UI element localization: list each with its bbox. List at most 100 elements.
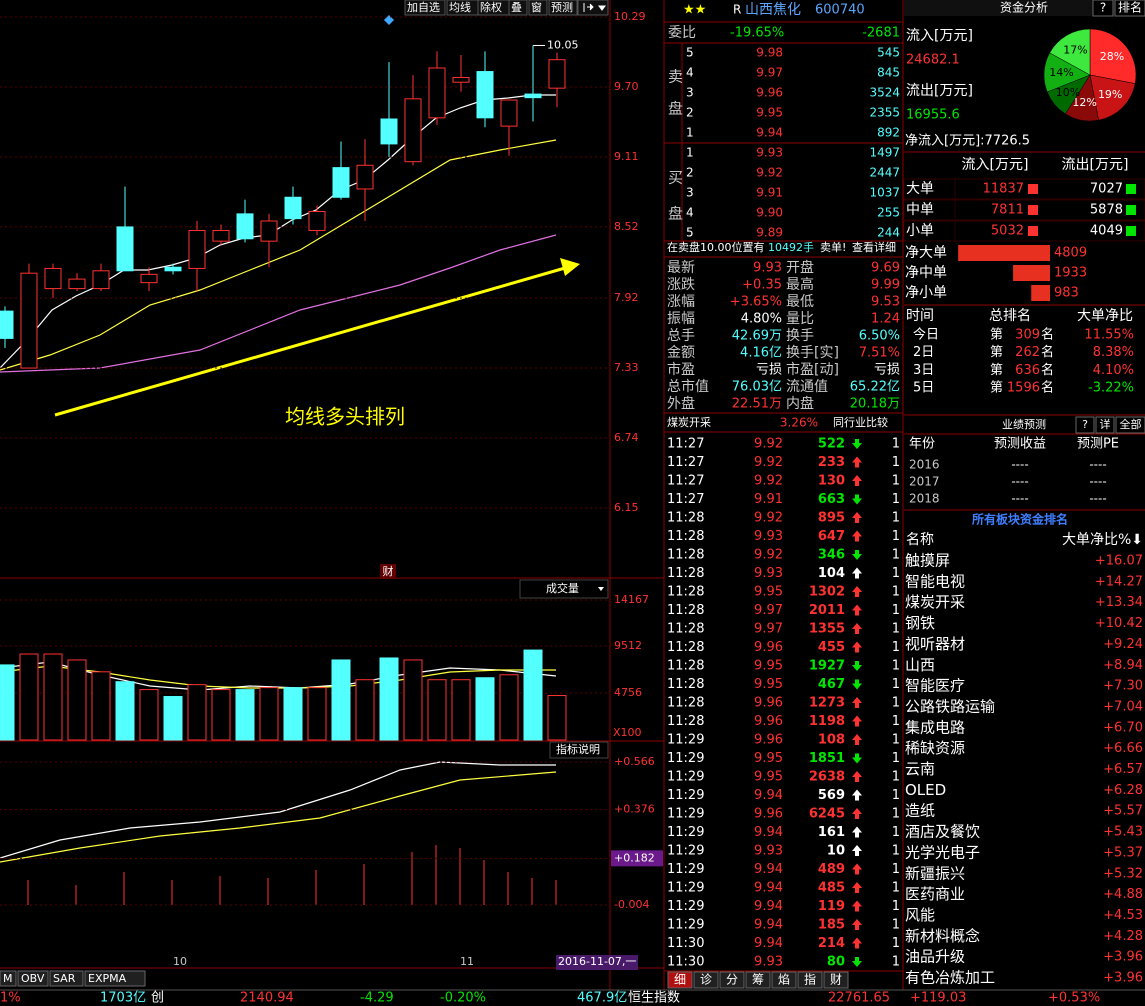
rank-period: 5日 bbox=[913, 381, 934, 396]
rank-text: 第 bbox=[990, 363, 1003, 378]
tick-volume: 130 bbox=[818, 474, 845, 489]
tick-volume: 663 bbox=[818, 492, 845, 507]
sector-compare[interactable]: 同行业比较 bbox=[833, 415, 888, 429]
forecast-header: 年份 bbox=[909, 437, 935, 452]
volume-bar bbox=[43, 653, 63, 741]
candle-body bbox=[476, 71, 494, 119]
macd-dea bbox=[0, 771, 557, 863]
tick-price: 9.93 bbox=[754, 955, 783, 970]
up-arrow bbox=[852, 937, 862, 949]
tick-count: 1 bbox=[892, 529, 900, 544]
notice-link[interactable]: 查看详细 bbox=[852, 240, 896, 254]
book-volume: 545 bbox=[877, 46, 900, 60]
candle-body bbox=[380, 118, 398, 145]
indicator-tab-label[interactable]: EXPMA bbox=[88, 972, 127, 985]
forecast-button[interactable] bbox=[1075, 416, 1095, 434]
inflow-value: 24682.1 bbox=[906, 53, 960, 68]
forecast-button-label: 详 bbox=[1100, 417, 1111, 431]
detail-tab-label[interactable]: 筹 bbox=[752, 973, 764, 987]
tick-count: 1 bbox=[892, 548, 900, 563]
toolbar-label[interactable]: 除权 bbox=[480, 0, 502, 14]
detail-tab[interactable] bbox=[771, 971, 797, 989]
detail-tab-label[interactable]: 分 bbox=[726, 973, 738, 987]
netflow: 净流入[万元]:7726.5 bbox=[905, 134, 1030, 149]
book-price: 9.90 bbox=[756, 206, 783, 220]
toolbar-label[interactable]: 窗 bbox=[531, 0, 542, 14]
detail-tab[interactable] bbox=[719, 971, 745, 989]
indicator-button[interactable] bbox=[549, 741, 609, 759]
toolbar-label[interactable]: 叠 bbox=[511, 1, 522, 14]
toolbar-button[interactable] bbox=[528, 0, 548, 16]
flow-type: 大单 bbox=[906, 181, 934, 197]
toolbar-button[interactable] bbox=[548, 0, 578, 16]
detail-tab[interactable] bbox=[745, 971, 771, 989]
net-value: 983 bbox=[1054, 286, 1079, 301]
volume-bar bbox=[259, 687, 279, 741]
indicator-tab[interactable] bbox=[49, 970, 84, 987]
volume-menu[interactable] bbox=[519, 579, 609, 599]
help-button[interactable] bbox=[1092, 0, 1114, 17]
tick-count: 1 bbox=[892, 714, 900, 729]
tick-time: 11:28 bbox=[667, 566, 704, 581]
forecast-header: 预测收益 bbox=[994, 437, 1046, 452]
rank-header: 大单净比 bbox=[1077, 308, 1133, 324]
detail-tab[interactable] bbox=[797, 971, 823, 989]
indicator-tab-label[interactable]: SAR bbox=[53, 972, 76, 985]
indicator-tab[interactable] bbox=[84, 970, 146, 987]
book-price: 9.91 bbox=[756, 186, 783, 200]
forecast-button[interactable] bbox=[1115, 416, 1145, 434]
book-price: 9.93 bbox=[756, 146, 783, 160]
tick-price: 9.94 bbox=[754, 936, 783, 951]
stat-value: 76.03亿 bbox=[732, 380, 782, 395]
board-ratio: +10.42 bbox=[1095, 616, 1143, 631]
tick-price: 9.92 bbox=[754, 437, 783, 452]
rank-text: 名 bbox=[1041, 344, 1054, 360]
detail-tab-label[interactable]: 财 bbox=[830, 973, 842, 987]
tick-price: 9.92 bbox=[754, 511, 783, 526]
detail-tab[interactable] bbox=[693, 971, 719, 989]
toolbar-label[interactable]: 预测 bbox=[551, 1, 573, 14]
rank-button[interactable] bbox=[1114, 0, 1145, 17]
detail-tab-label[interactable]: 指 bbox=[804, 972, 816, 987]
detail-tab-label[interactable]: 焰 bbox=[778, 972, 790, 987]
outflow-value: 16955.6 bbox=[906, 108, 960, 123]
detail-tab[interactable] bbox=[823, 971, 849, 989]
up-arrow bbox=[852, 771, 862, 782]
pie-label: 17% bbox=[1063, 43, 1087, 56]
stat-label: 市盈 bbox=[667, 361, 695, 378]
forecast-cell: 2017 bbox=[909, 475, 940, 489]
board-name: 医药商业 bbox=[905, 885, 965, 903]
indicator-tab[interactable] bbox=[17, 970, 49, 987]
arrow-shaft bbox=[54, 266, 566, 417]
rank-period: 3日 bbox=[913, 363, 934, 378]
detail-tab-label[interactable]: 诊 bbox=[700, 973, 712, 987]
down-arrow bbox=[852, 439, 862, 449]
indicator-tab-label[interactable]: OBV bbox=[21, 972, 45, 985]
flow-type: 小单 bbox=[906, 223, 934, 239]
book-level: 5 bbox=[686, 226, 694, 240]
tick-volume: 104 bbox=[818, 566, 845, 581]
detail-tab[interactable] bbox=[667, 971, 693, 989]
net-label: 净中单 bbox=[905, 265, 947, 281]
toolbar-label[interactable]: 均线 bbox=[449, 0, 471, 14]
net-bar bbox=[958, 245, 1050, 261]
flow-type: 中单 bbox=[906, 202, 934, 218]
indicator-tab-label[interactable]: M bbox=[3, 972, 13, 985]
stat-value: 亏损 bbox=[874, 363, 900, 378]
detail-tab-label[interactable]: 细 bbox=[674, 973, 686, 987]
board-ratio: +14.27 bbox=[1095, 574, 1143, 589]
candle-body bbox=[212, 229, 230, 242]
rank-ratio: -3.22% bbox=[1088, 381, 1134, 396]
toolbar-button[interactable] bbox=[508, 0, 528, 16]
toolbar-button[interactable] bbox=[404, 0, 446, 16]
stat-value: 7.51% bbox=[859, 346, 900, 361]
board-name: 光学光电子 bbox=[905, 843, 980, 861]
toolbar-label[interactable]: 加自选 bbox=[407, 1, 440, 14]
tick-time: 11:29 bbox=[667, 862, 704, 877]
up-arrow bbox=[852, 715, 862, 727]
rank-number: 636 bbox=[1015, 363, 1040, 378]
indicator-tab[interactable] bbox=[0, 970, 17, 987]
candle-body bbox=[68, 278, 86, 290]
forecast-button[interactable] bbox=[1095, 416, 1115, 434]
inflow-cell: 7811 bbox=[991, 203, 1024, 218]
